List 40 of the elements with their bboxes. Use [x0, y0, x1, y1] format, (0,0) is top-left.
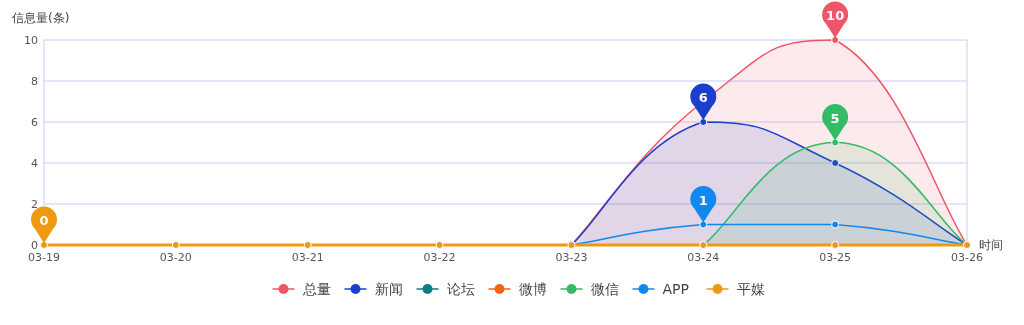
y-tick-label: 4 — [31, 157, 38, 170]
x-tick-label: 03-20 — [159, 251, 192, 264]
legend-label: APP — [662, 281, 689, 297]
annotation: 6 — [690, 83, 717, 120]
point — [435, 241, 444, 249]
x-tick-label: 03-23 — [555, 251, 588, 264]
x-tick-label: 03-24 — [687, 251, 720, 264]
annotation: 1 — [698, 192, 708, 208]
y-tick-label: 8 — [31, 75, 38, 88]
point — [831, 159, 840, 167]
annotation: 5 — [822, 104, 849, 141]
x-tick-label: 03-21 — [291, 251, 324, 264]
x-tick-label: 03-19 — [28, 251, 60, 264]
y-tick-label: 6 — [31, 116, 38, 129]
legend-label: 微信 — [590, 281, 619, 297]
x-tick-label: 03-22 — [423, 251, 456, 264]
annotation: 6 — [698, 90, 708, 105]
annotation: 10 — [822, 1, 849, 38]
x-tick-label: 03-26 — [951, 251, 983, 264]
point — [40, 241, 48, 249]
x-axis-title: 时间 — [979, 238, 1003, 252]
legend-label: 微博 — [518, 281, 547, 297]
point — [699, 220, 708, 229]
annotation: 1 — [690, 186, 717, 223]
point — [831, 138, 840, 147]
legend-label: 论坛 — [446, 281, 475, 297]
legend-label: 新闻 — [374, 281, 403, 297]
point — [831, 241, 840, 249]
annotation: 5 — [830, 110, 840, 126]
legend-label: 平媒 — [736, 281, 765, 297]
point — [171, 241, 180, 249]
legend-label: 总量 — [301, 281, 331, 297]
point — [831, 220, 840, 229]
point — [699, 118, 708, 126]
x-tick-label: 03-25 — [819, 251, 852, 264]
y-tick-label: 10 — [24, 34, 38, 47]
point — [303, 241, 312, 249]
annotation: 10 — [826, 8, 845, 23]
point — [831, 36, 840, 44]
y-axis-title: 信息量(条) — [12, 11, 70, 25]
